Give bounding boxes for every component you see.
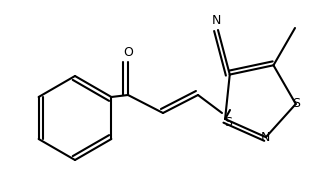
- Text: N: N: [211, 14, 221, 27]
- Text: O: O: [123, 46, 133, 59]
- Text: S: S: [292, 97, 300, 110]
- Text: N: N: [261, 131, 271, 144]
- Text: S: S: [224, 116, 232, 129]
